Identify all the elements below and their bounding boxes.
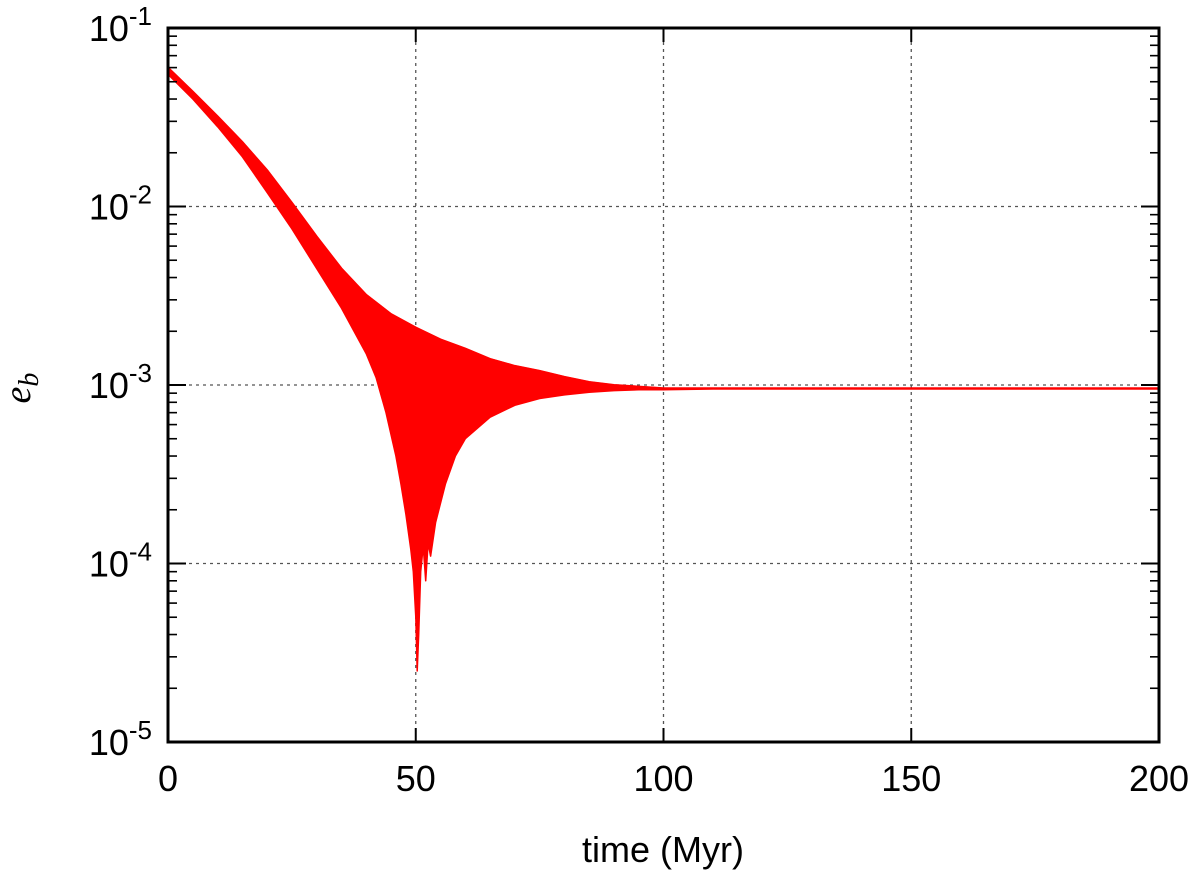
y-axis-label-base: e — [0, 386, 39, 403]
x-tick-label: 150 — [881, 758, 941, 799]
grid-lines — [168, 28, 1159, 742]
x-tick-label: 50 — [396, 758, 436, 799]
y-tick-label: 10-3 — [89, 358, 152, 406]
x-tick-label: 200 — [1129, 758, 1189, 799]
series-layer — [167, 66, 1160, 672]
x-tick-label: 0 — [158, 758, 178, 799]
tick-labels: 0 50 100 150 200 10-5 10-4 10-3 10-2 10-1 — [89, 1, 1189, 799]
y-tick-label: 10-5 — [89, 715, 152, 763]
x-axis-label: time (Myr) — [582, 829, 744, 870]
y-axis-label-sub: b — [14, 373, 45, 387]
y-axis-label: eb — [0, 373, 45, 404]
y-tick-label: 10-1 — [89, 1, 152, 49]
y-tick-label: 10-4 — [89, 537, 152, 585]
plot-frame — [166, 26, 1161, 744]
series-band — [167, 66, 1160, 672]
series-upper-line — [167, 66, 1159, 390]
y-tick-label: 10-2 — [89, 180, 152, 228]
x-tick-label: 100 — [633, 758, 693, 799]
